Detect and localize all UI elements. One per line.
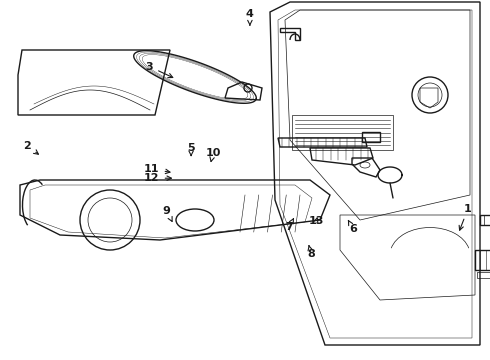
Text: 13: 13 <box>308 216 324 226</box>
Text: 6: 6 <box>348 220 357 234</box>
Text: 1: 1 <box>459 204 472 230</box>
Text: 9: 9 <box>163 206 172 221</box>
Text: 7: 7 <box>285 219 294 232</box>
Text: 2: 2 <box>23 141 38 154</box>
Text: 3: 3 <box>146 62 173 78</box>
Text: 4: 4 <box>246 9 254 25</box>
Text: 11: 11 <box>144 164 170 174</box>
Text: 10: 10 <box>205 148 221 162</box>
Text: 5: 5 <box>187 143 195 156</box>
Text: 8: 8 <box>307 246 315 259</box>
Text: 12: 12 <box>144 173 172 183</box>
